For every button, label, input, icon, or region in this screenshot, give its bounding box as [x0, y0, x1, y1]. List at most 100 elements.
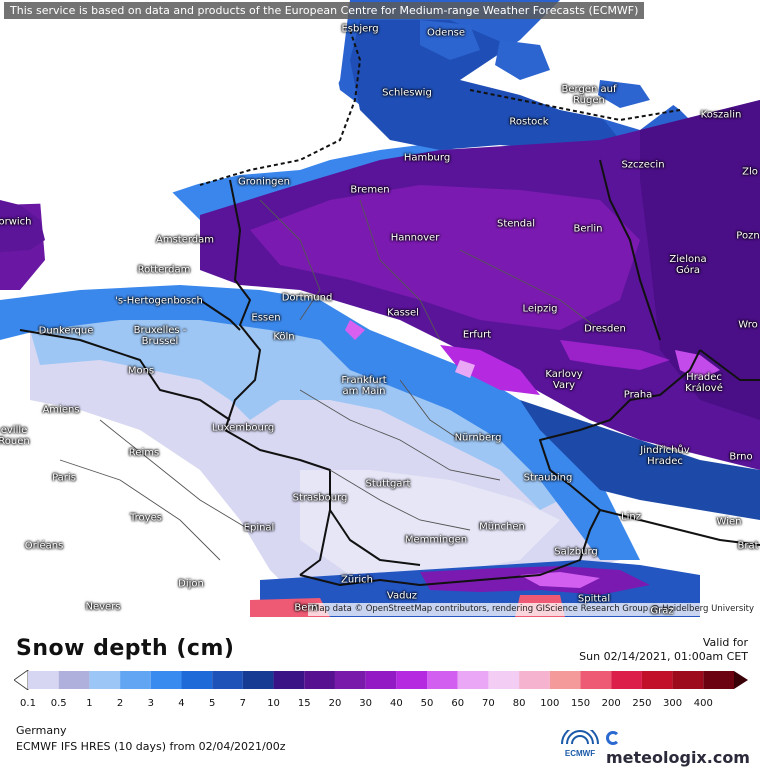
legend-swatch	[488, 671, 520, 689]
legend-swatch	[273, 671, 305, 689]
city-label: Zlo	[742, 166, 758, 178]
city-label: Bremen	[350, 184, 390, 196]
city-label: Groningen	[237, 176, 291, 188]
legend-tick: 40	[389, 698, 403, 709]
city-label: eville Rouen	[0, 425, 30, 447]
city-label: Nürnberg	[454, 432, 502, 444]
legend-swatch	[365, 671, 397, 689]
legend-swatch	[519, 671, 550, 689]
city-label: Leipzig	[522, 303, 558, 315]
city-label: Brno	[729, 451, 753, 463]
city-label: Wien	[716, 516, 742, 528]
legend-swatch	[641, 671, 673, 689]
city-label: Salzburg	[554, 546, 598, 558]
legend-swatch	[427, 671, 458, 689]
legend-tick: 250	[632, 698, 652, 709]
city-label: Paris	[52, 472, 76, 484]
meteologix-logo-icon	[606, 731, 620, 745]
valid-label: Valid for	[702, 636, 748, 649]
city-label: Epinal	[243, 522, 275, 534]
legend-swatch	[304, 671, 335, 689]
valid-time: Sun 02/14/2021, 01:00am CET	[579, 650, 748, 663]
city-label: Nevers	[85, 601, 121, 613]
legend-swatch	[28, 671, 59, 689]
city-label: München	[479, 521, 525, 533]
city-label: Bruxelles - Brussel	[133, 325, 187, 347]
city-label: Dortmund	[281, 292, 333, 304]
city-label: Essen	[251, 312, 281, 324]
city-label: Praha	[623, 389, 653, 401]
city-label: Dijon	[178, 578, 204, 590]
city-label: Stendal	[496, 218, 536, 230]
legend-swatch	[549, 671, 581, 689]
snow-zone-light	[30, 296, 560, 510]
city-label: Brat	[737, 540, 759, 552]
city-label: Linz	[621, 511, 641, 523]
legend-swatch	[120, 671, 151, 689]
legend-swatch	[150, 671, 182, 689]
legend-swatch	[672, 671, 704, 689]
legend-over-arrow	[734, 671, 748, 689]
legend-tick: 5	[208, 698, 216, 709]
city-label: Köln	[273, 331, 295, 343]
legend-tick: 7	[239, 698, 247, 709]
legend-tick: 70	[482, 698, 495, 709]
data-source-banner: This service is based on data and produc…	[4, 2, 645, 19]
legend-tick: 400	[693, 698, 713, 709]
legend-under-arrow	[14, 670, 29, 690]
legend-swatch	[212, 671, 243, 689]
city-label: Vaduz	[386, 590, 418, 602]
city-label: Szczecin	[621, 159, 665, 171]
city-label: Straubing	[523, 472, 573, 484]
legend-tick: 20	[328, 698, 342, 709]
city-label: Rostock	[509, 116, 549, 128]
city-label: Esbjerg	[341, 23, 379, 35]
city-label: Spittal	[577, 593, 611, 605]
legend-tick: 30	[359, 698, 373, 709]
city-label: Karlovy Vary	[545, 369, 583, 391]
legend-swatch	[580, 671, 612, 689]
legend-swatch	[242, 671, 274, 689]
svg-text:ECMWF: ECMWF	[565, 749, 595, 758]
city-label: Pozn	[736, 230, 760, 242]
legend-tick: 80	[512, 698, 526, 709]
city-label: Hradec Králové	[685, 372, 723, 394]
city-label: Reims	[128, 447, 160, 459]
color-legend	[14, 670, 748, 690]
legend-tick: 150	[570, 698, 591, 709]
city-label: Erfurt	[462, 329, 492, 341]
city-label: Mons	[127, 365, 155, 377]
city-label: Stuttgart	[365, 478, 411, 490]
city-label: Memmingen	[404, 534, 468, 546]
legend-tick: 4	[178, 698, 185, 709]
legend-tick: 300	[663, 698, 683, 709]
legend-tick: 100	[540, 698, 560, 709]
legend-tick: 3	[147, 698, 154, 709]
ecmwf-logo: ECMWF	[561, 730, 599, 758]
city-label: Koszalin	[700, 109, 742, 121]
legend-swatch	[457, 671, 489, 689]
legend-swatch	[703, 671, 734, 689]
city-label: Zielona Góra	[669, 254, 707, 276]
city-label: Bern	[294, 602, 318, 614]
legend-swatch	[396, 671, 428, 689]
city-label: Schleswig	[382, 87, 432, 99]
city-label: Wro	[738, 319, 758, 331]
map-canvas	[0, 0, 760, 617]
city-label: orwich	[0, 216, 32, 228]
valid-time-block: Valid for Sun 02/14/2021, 01:00am CET	[579, 636, 748, 664]
legend-tick: 60	[451, 698, 465, 709]
city-label: Dunkerque	[38, 325, 94, 337]
city-label: Berlin	[573, 223, 603, 235]
city-label: Hannover	[390, 232, 440, 244]
city-label: Rotterdam	[137, 264, 191, 276]
region-label: Germany	[16, 724, 67, 737]
snow-depth-map[interactable]: This service is based on data and produc…	[0, 0, 760, 617]
city-label: Luxembourg	[211, 422, 275, 434]
city-label: Amsterdam	[155, 234, 215, 246]
model-run-label: ECMWF IFS HRES (10 days) from 02/04/2021…	[16, 740, 286, 753]
legend-tick: 50	[420, 698, 434, 709]
meteologix-brand[interactable]: meteologix.com	[606, 729, 760, 767]
legend-tick: 2	[116, 698, 124, 709]
legend-swatch	[89, 671, 121, 689]
